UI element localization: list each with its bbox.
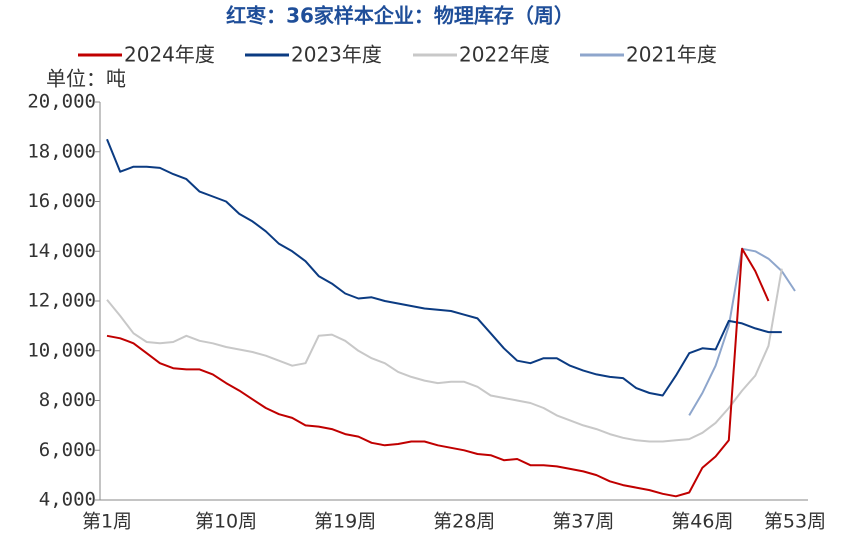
y-tick-label: 6,000: [39, 439, 96, 461]
x-tick-label: 第1周: [82, 511, 132, 533]
x-tick-label: 第28周: [433, 511, 495, 533]
legend-label: 2022年度: [459, 43, 550, 67]
series-line: [106, 247, 770, 498]
x-tick-label: 第46周: [671, 511, 733, 533]
y-tick-label: 12,000: [27, 290, 96, 312]
legend-label: 2024年度: [124, 43, 215, 67]
x-tick-label: 第37周: [552, 511, 614, 533]
y-tick-label: 20,000: [27, 91, 96, 113]
y-tick-label: 8,000: [39, 389, 96, 411]
y-tick-label: 18,000: [27, 140, 96, 162]
legend-label: 2023年度: [291, 43, 382, 67]
x-tick-label: 第53周: [764, 511, 826, 533]
legend-label: 2021年度: [626, 43, 717, 67]
chart-title: 红枣：36家样本企业：物理库存（周）: [226, 4, 574, 28]
y-tick-label: 16,000: [27, 190, 96, 212]
series-line: [106, 138, 782, 397]
y-tick-label: 14,000: [27, 240, 96, 262]
x-tick-label: 第10周: [195, 511, 257, 533]
y-axis-label: 单位：吨: [46, 67, 126, 91]
y-tick-label: 10,000: [27, 339, 96, 361]
x-tick-label: 第19周: [314, 511, 376, 533]
series-line: [106, 268, 783, 443]
y-tick-label: 4,000: [39, 489, 96, 511]
